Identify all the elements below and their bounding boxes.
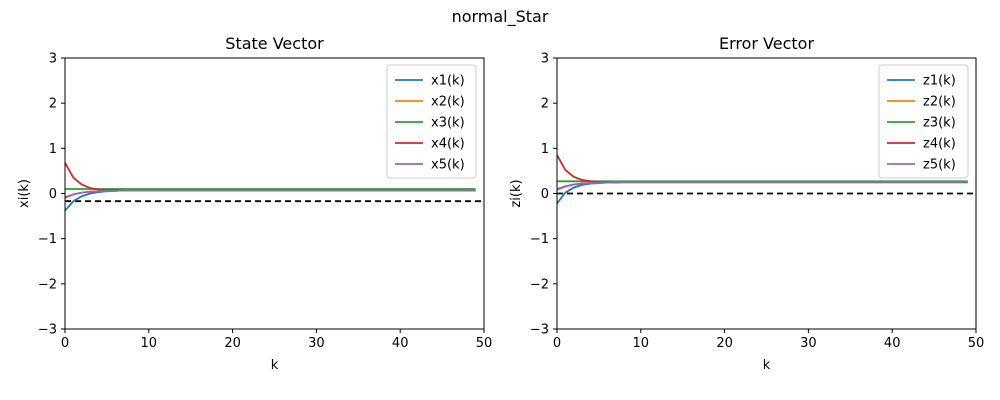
x-axis-label: k xyxy=(763,358,771,373)
y-tick-label: −2 xyxy=(38,277,57,292)
legend-box xyxy=(878,64,969,179)
y-tick-label: −2 xyxy=(530,277,549,292)
legend: z1(k) z2(k) z3(k) z4(k) z5(k) xyxy=(878,64,969,179)
x-tick-label: 30 xyxy=(308,336,325,351)
state-vector-chart: State Vector 0 10 20 30 40 50 −3 −2 −1 0 1 2 3 k xi(k) x… xyxy=(17,34,492,373)
legend-label: z1(k) xyxy=(923,74,956,89)
x-tick-label: 10 xyxy=(633,336,650,351)
y-tick-label: −1 xyxy=(38,232,57,247)
error-vector-chart: Error Vector 0 10 20 30 40 50 −3 −2 −1 0 1 2 3 k zi(k) z… xyxy=(509,34,984,373)
legend-label: x4(k) xyxy=(431,137,465,152)
legend: x1(k) x2(k) x3(k) x4(k) x5(k) xyxy=(386,64,477,179)
figure-suptitle: normal_Star xyxy=(452,7,549,27)
x-axis-label: k xyxy=(271,358,279,373)
x-tick-label: 10 xyxy=(141,336,158,351)
y-axis-label: xi(k) xyxy=(17,179,32,208)
series-line-x5k xyxy=(65,189,476,198)
x-tick-label: 0 xyxy=(61,336,69,351)
y-tick-label: 3 xyxy=(541,52,549,67)
chart-title: Error Vector xyxy=(719,34,814,53)
y-tick-label: 1 xyxy=(541,142,549,157)
x-tick-label: 20 xyxy=(224,336,241,351)
y-tick-label: 0 xyxy=(49,187,57,202)
x-tick-label: 0 xyxy=(553,336,561,351)
x-tick-label: 50 xyxy=(968,336,985,351)
legend-label: x2(k) xyxy=(431,95,465,110)
y-tick-label: −3 xyxy=(38,323,57,338)
y-tick-label: 2 xyxy=(49,97,57,112)
x-tick-label: 40 xyxy=(884,336,901,351)
y-tick-label: 1 xyxy=(49,142,57,157)
legend-label: x3(k) xyxy=(431,116,465,131)
legend-label: z2(k) xyxy=(923,95,956,110)
legend-label: z4(k) xyxy=(923,137,956,152)
x-tick-label: 20 xyxy=(716,336,733,351)
series-line-x2k xyxy=(65,189,476,199)
x-tick-label: 30 xyxy=(800,336,817,351)
legend-label: z3(k) xyxy=(923,116,956,131)
legend-label: z5(k) xyxy=(923,158,956,173)
x-tick-label: 50 xyxy=(476,336,493,351)
y-tick-label: 0 xyxy=(541,187,549,202)
y-tick-label: 2 xyxy=(541,97,549,112)
y-tick-label: 3 xyxy=(49,52,57,67)
chart-title: State Vector xyxy=(225,34,324,53)
x-tick-label: 40 xyxy=(392,336,409,351)
legend-label: x5(k) xyxy=(431,158,465,173)
legend-box xyxy=(386,64,477,179)
y-tick-label: −3 xyxy=(530,323,549,338)
series-line-z5k xyxy=(557,181,968,190)
y-axis-label: zi(k) xyxy=(509,179,524,207)
legend-label: x1(k) xyxy=(431,74,465,89)
y-tick-label: −1 xyxy=(530,232,549,247)
